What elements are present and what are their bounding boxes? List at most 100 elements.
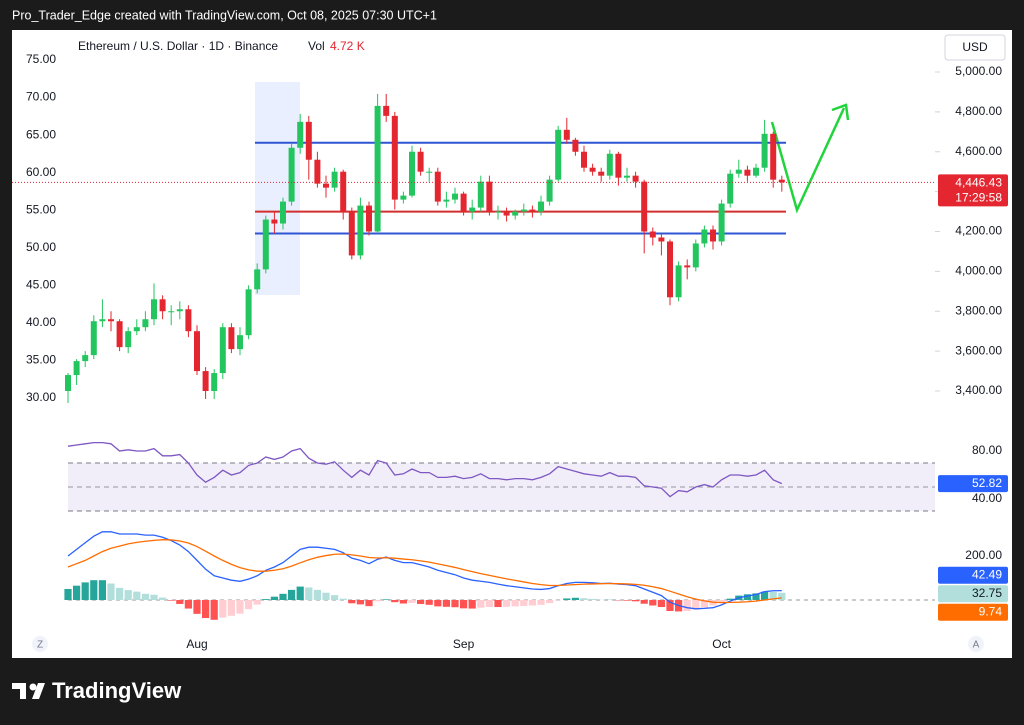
histogram-bar (227, 599, 235, 616)
macd-tag (938, 585, 1008, 603)
histogram-bar (761, 591, 769, 600)
candle-body (211, 373, 218, 392)
y2-tick-label: 40.00 (26, 315, 56, 329)
candle-body (581, 151, 587, 168)
macd-value-label: 32.75 (972, 586, 1002, 600)
histogram-bar (649, 599, 657, 606)
histogram-bar (116, 587, 124, 600)
y-tick-label: 4,000.00 (955, 264, 1002, 278)
currency: USD (962, 40, 988, 54)
histogram-bar (210, 599, 218, 620)
candle-body (288, 147, 295, 202)
candle-body (194, 331, 200, 372)
candle-body (477, 181, 484, 208)
histogram-bar (382, 599, 390, 600)
y2-tick-label: 50.00 (26, 240, 56, 254)
macd-line (67, 531, 782, 610)
histogram-bar (322, 592, 330, 600)
candle-body (366, 205, 372, 232)
corner-button[interactable] (32, 636, 48, 652)
histogram-bar (245, 599, 253, 610)
candle-body (761, 133, 768, 168)
histogram-bar (511, 599, 519, 607)
candle-body (348, 211, 355, 256)
histogram-bar (73, 585, 81, 600)
last-price-tag (938, 174, 1008, 207)
candle-body (142, 319, 149, 328)
histogram-bar (193, 599, 201, 614)
histogram-bar (399, 599, 407, 604)
y-tick-label: 3,400.00 (955, 383, 1002, 397)
histogram-bar (348, 599, 356, 604)
candle-body (529, 209, 536, 212)
candle-body (641, 181, 648, 232)
y2-tick-label: 55.00 (26, 202, 56, 216)
candle-body (297, 121, 304, 148)
y2-tick-label: 75.00 (26, 52, 56, 66)
histogram-bar (434, 599, 442, 607)
histogram-bar (683, 599, 691, 611)
histogram-bar (657, 599, 665, 608)
rsi-value-label: 52.82 (972, 476, 1002, 490)
candle-body (400, 195, 407, 200)
candle-body (323, 183, 329, 188)
candle-body (168, 311, 175, 313)
rsi-line (67, 441, 783, 498)
histogram-bar (666, 599, 674, 611)
candle-body (718, 203, 725, 242)
histogram-bar (133, 591, 141, 600)
candle-body (357, 205, 364, 256)
symbol-title: Ethereum / U.S. Dollar · 1D · Binance (78, 39, 278, 53)
y-tick-label: 4,200.00 (955, 224, 1002, 238)
histogram-bar (184, 599, 192, 609)
histogram-bar (503, 599, 511, 607)
corner-button[interactable] (968, 636, 984, 652)
candle-body (305, 121, 312, 160)
histogram-bar (460, 599, 468, 609)
macd-value-label: 42.49 (972, 567, 1002, 581)
candle-body (417, 151, 424, 172)
volume-value: 4.72 K (330, 39, 365, 53)
histogram-bar (528, 599, 536, 606)
candle-body (555, 129, 562, 180)
histogram-bar (425, 599, 433, 605)
histogram-bar (743, 594, 751, 600)
chart-panel (12, 30, 1012, 658)
y2-tick-label: 60.00 (26, 165, 56, 179)
candle-body (237, 335, 243, 350)
candle-body (99, 319, 106, 322)
macd-tag (938, 603, 1008, 621)
candle-body (262, 219, 269, 270)
candle-body (649, 231, 656, 238)
candle-body (460, 193, 467, 212)
candle-body (434, 171, 441, 202)
histogram-bar (236, 599, 244, 614)
candle-body (125, 331, 132, 348)
candle-body (108, 319, 114, 322)
histogram-bar (726, 598, 734, 600)
histogram-bar (374, 599, 382, 602)
candle-body (675, 265, 682, 298)
candle-body (770, 133, 777, 180)
x-tick-label: Aug (186, 637, 207, 651)
candle-body (374, 105, 381, 232)
candle-body (684, 265, 691, 268)
candle-body (615, 153, 622, 178)
candle-body (624, 175, 630, 178)
candle-body (271, 219, 278, 224)
corner-right: A (973, 640, 980, 651)
y-tick-label: 80.00 (972, 443, 1002, 457)
histogram-bar (296, 586, 304, 600)
histogram-bar (692, 599, 700, 610)
corner-left: Z (37, 640, 43, 651)
candle-body (219, 327, 226, 374)
candle-body (503, 211, 510, 216)
currency-box[interactable] (944, 34, 1006, 61)
y2-tick-label: 35.00 (26, 353, 56, 367)
histogram-bar (468, 599, 476, 609)
candle-body (331, 171, 338, 188)
histogram-bar (365, 599, 373, 607)
candle-body (710, 229, 716, 242)
histogram-bar (451, 599, 459, 608)
histogram-bar (98, 580, 106, 600)
